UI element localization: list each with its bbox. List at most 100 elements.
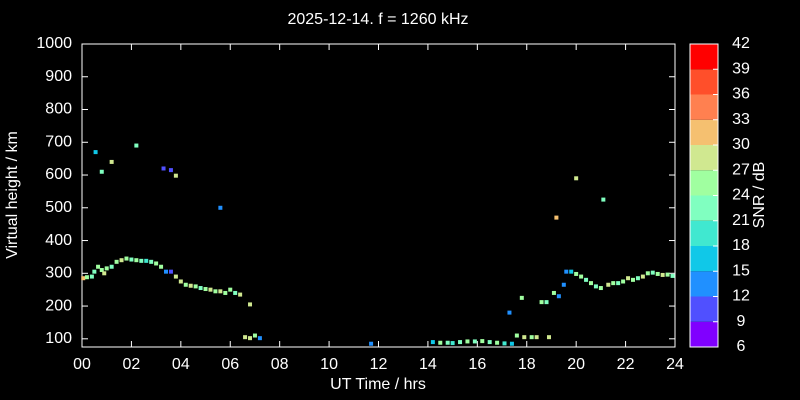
point (144, 258, 149, 263)
point (522, 335, 527, 340)
point (645, 271, 650, 276)
x-tick-label: 18 (518, 356, 536, 373)
colorbar-tick-label: 18 (732, 237, 750, 254)
point (564, 269, 569, 274)
point (584, 277, 589, 282)
point (173, 173, 178, 178)
point (593, 284, 598, 289)
point (252, 333, 257, 338)
colorbar-band (690, 145, 718, 171)
point (502, 341, 507, 346)
colorbar-band (690, 119, 718, 145)
x-tick-label: 10 (320, 356, 338, 373)
chart-title: 2025-12-14. f = 1260 kHz (287, 11, 468, 28)
point (164, 269, 169, 274)
point (660, 272, 665, 277)
point (119, 258, 124, 263)
x-tick-label: 12 (370, 356, 388, 373)
colorbar-tick-label: 42 (732, 35, 750, 52)
colorbar-tick-label: 39 (732, 60, 750, 77)
colorbar-band (690, 296, 718, 322)
y-tick-label: 900 (45, 68, 72, 85)
point (93, 150, 98, 155)
point (369, 341, 374, 346)
point (670, 273, 675, 278)
y-tick-label: 800 (45, 101, 72, 118)
point (183, 282, 188, 287)
colorbar-tick-label: 15 (732, 262, 750, 279)
point (445, 340, 450, 345)
point (178, 279, 183, 284)
point (588, 281, 593, 286)
y-tick-label: 200 (45, 297, 72, 314)
point (544, 300, 549, 305)
point (640, 274, 645, 279)
colorbar-label: SNR / dB (751, 162, 768, 229)
point (203, 287, 208, 292)
y-tick-label: 500 (45, 199, 72, 216)
colorbar-tick-label: 30 (732, 136, 750, 153)
point (480, 339, 485, 344)
point (539, 300, 544, 305)
point (154, 261, 159, 266)
point (159, 264, 164, 269)
point (218, 289, 223, 294)
point (134, 143, 139, 148)
point (188, 283, 193, 288)
x-tick-label: 06 (221, 356, 239, 373)
x-tick-label: 16 (468, 356, 486, 373)
point (509, 341, 514, 346)
colorbar-tick-label: 24 (732, 187, 750, 204)
point (109, 264, 114, 269)
point (198, 286, 203, 291)
colorbar-band (690, 170, 718, 196)
point (99, 169, 104, 174)
point (81, 276, 86, 281)
y-tick-label: 300 (45, 265, 72, 282)
point (92, 269, 97, 274)
point (161, 166, 166, 171)
point (438, 340, 443, 345)
point (173, 274, 178, 279)
colorbar-tick-label: 27 (732, 161, 750, 178)
colorbar-tick-label: 6 (737, 338, 746, 355)
point (430, 340, 435, 345)
point (569, 269, 574, 274)
point (626, 276, 631, 281)
colorbar-band (690, 44, 718, 70)
x-tick-label: 08 (271, 356, 289, 373)
point (561, 282, 566, 287)
colorbar-band (690, 246, 718, 272)
colorbar-band (690, 94, 718, 120)
colorbar-band (690, 220, 718, 246)
point (149, 259, 154, 264)
y-tick-label: 700 (45, 133, 72, 150)
point (248, 302, 253, 307)
y-tick-label: 1000 (36, 35, 72, 52)
x-tick-label: 22 (617, 356, 635, 373)
point (655, 271, 660, 276)
colorbar-tick-label: 36 (732, 86, 750, 103)
x-tick-label: 20 (567, 356, 585, 373)
point (495, 340, 500, 345)
x-tick-label: 00 (73, 356, 91, 373)
point (233, 290, 238, 295)
point (529, 335, 534, 340)
point (243, 335, 248, 340)
point (193, 284, 198, 289)
point (472, 339, 477, 344)
point (218, 205, 223, 210)
colorbar-tick-label: 33 (732, 111, 750, 128)
point (248, 336, 253, 341)
x-tick-label: 14 (419, 356, 437, 373)
x-tick-label: 24 (666, 356, 684, 373)
point (114, 259, 119, 264)
point (168, 168, 173, 173)
colorbar-tick-label: 21 (732, 212, 750, 229)
point (611, 281, 616, 286)
point (507, 310, 512, 315)
point (99, 268, 104, 273)
y-tick-label: 600 (45, 166, 72, 183)
colorbar-band (690, 271, 718, 297)
